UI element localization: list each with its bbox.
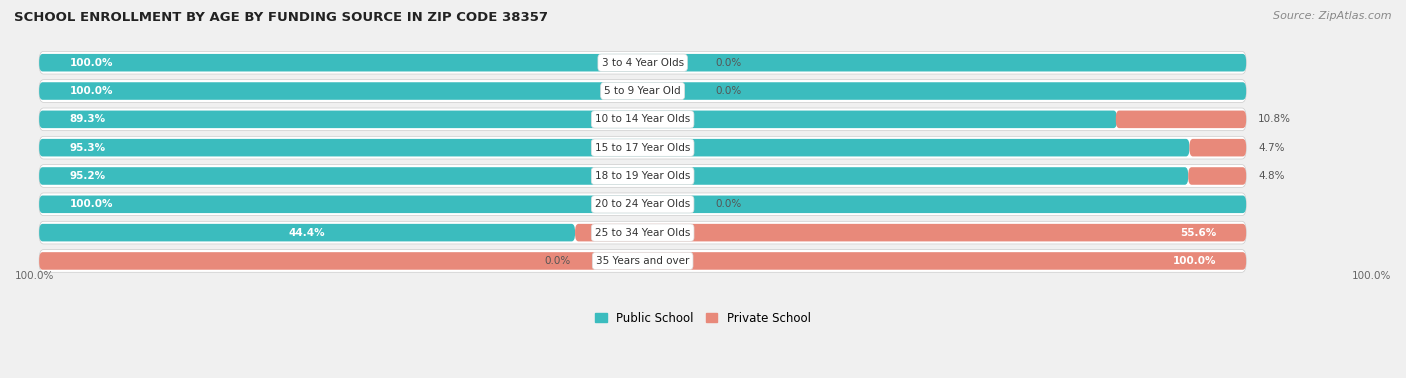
Text: 0.0%: 0.0% bbox=[544, 256, 571, 266]
FancyBboxPatch shape bbox=[39, 252, 1246, 270]
FancyBboxPatch shape bbox=[39, 82, 1246, 100]
FancyBboxPatch shape bbox=[39, 167, 1188, 185]
Text: 15 to 17 Year Olds: 15 to 17 Year Olds bbox=[595, 143, 690, 153]
FancyBboxPatch shape bbox=[39, 136, 1246, 159]
Text: 100.0%: 100.0% bbox=[69, 86, 112, 96]
Text: 0.0%: 0.0% bbox=[716, 58, 741, 68]
FancyBboxPatch shape bbox=[39, 139, 1189, 156]
Text: 20 to 24 Year Olds: 20 to 24 Year Olds bbox=[595, 199, 690, 209]
FancyBboxPatch shape bbox=[39, 193, 1246, 215]
FancyBboxPatch shape bbox=[39, 224, 575, 242]
Text: 10.8%: 10.8% bbox=[1258, 114, 1291, 124]
Text: 18 to 19 Year Olds: 18 to 19 Year Olds bbox=[595, 171, 690, 181]
FancyBboxPatch shape bbox=[39, 110, 1116, 128]
Text: 4.8%: 4.8% bbox=[1258, 171, 1285, 181]
FancyBboxPatch shape bbox=[39, 195, 1246, 213]
Text: 95.2%: 95.2% bbox=[69, 171, 105, 181]
Text: 5 to 9 Year Old: 5 to 9 Year Old bbox=[605, 86, 681, 96]
Text: 3 to 4 Year Olds: 3 to 4 Year Olds bbox=[602, 58, 683, 68]
Text: 4.7%: 4.7% bbox=[1258, 143, 1285, 153]
Text: 10 to 14 Year Olds: 10 to 14 Year Olds bbox=[595, 114, 690, 124]
FancyBboxPatch shape bbox=[1188, 167, 1246, 185]
Text: 55.6%: 55.6% bbox=[1180, 228, 1216, 238]
FancyBboxPatch shape bbox=[1116, 110, 1246, 128]
FancyBboxPatch shape bbox=[39, 80, 1246, 102]
Text: 100.0%: 100.0% bbox=[69, 199, 112, 209]
FancyBboxPatch shape bbox=[39, 54, 1246, 71]
Text: 100.0%: 100.0% bbox=[1351, 271, 1391, 281]
FancyBboxPatch shape bbox=[1189, 139, 1246, 156]
FancyBboxPatch shape bbox=[39, 165, 1246, 187]
Text: Source: ZipAtlas.com: Source: ZipAtlas.com bbox=[1274, 11, 1392, 21]
FancyBboxPatch shape bbox=[575, 224, 1246, 242]
Legend: Public School, Private School: Public School, Private School bbox=[591, 307, 815, 329]
Text: 100.0%: 100.0% bbox=[15, 271, 55, 281]
Text: SCHOOL ENROLLMENT BY AGE BY FUNDING SOURCE IN ZIP CODE 38357: SCHOOL ENROLLMENT BY AGE BY FUNDING SOUR… bbox=[14, 11, 548, 24]
Text: 95.3%: 95.3% bbox=[69, 143, 105, 153]
Text: 35 Years and over: 35 Years and over bbox=[596, 256, 689, 266]
FancyBboxPatch shape bbox=[39, 249, 1246, 272]
Text: 89.3%: 89.3% bbox=[69, 114, 105, 124]
Text: 100.0%: 100.0% bbox=[69, 58, 112, 68]
FancyBboxPatch shape bbox=[39, 108, 1246, 131]
Text: 100.0%: 100.0% bbox=[1173, 256, 1216, 266]
FancyBboxPatch shape bbox=[39, 51, 1246, 74]
Text: 25 to 34 Year Olds: 25 to 34 Year Olds bbox=[595, 228, 690, 238]
Text: 44.4%: 44.4% bbox=[288, 228, 325, 238]
Text: 0.0%: 0.0% bbox=[716, 199, 741, 209]
FancyBboxPatch shape bbox=[39, 221, 1246, 244]
Text: 0.0%: 0.0% bbox=[716, 86, 741, 96]
